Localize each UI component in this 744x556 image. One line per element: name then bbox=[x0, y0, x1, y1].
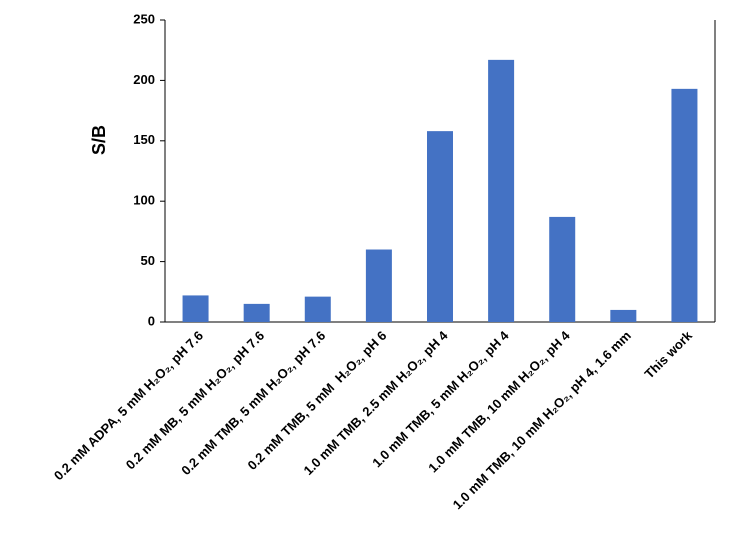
y-tick-label: 200 bbox=[133, 72, 155, 87]
bar bbox=[549, 216, 576, 322]
bar bbox=[304, 296, 331, 322]
bar bbox=[182, 295, 209, 322]
bar bbox=[427, 131, 453, 322]
bar bbox=[610, 309, 637, 322]
bar bbox=[488, 59, 515, 322]
y-tick-label: 150 bbox=[133, 132, 155, 147]
y-tick-label: 250 bbox=[133, 11, 155, 26]
y-axis-label: S/B bbox=[89, 125, 109, 155]
bar bbox=[365, 249, 392, 322]
y-tick-label: 100 bbox=[133, 193, 155, 208]
x-tick-label: This work bbox=[641, 327, 695, 381]
y-tick-label: 50 bbox=[141, 253, 155, 268]
y-tick-label: 0 bbox=[148, 313, 155, 328]
bar bbox=[671, 88, 698, 322]
bar bbox=[243, 303, 270, 322]
